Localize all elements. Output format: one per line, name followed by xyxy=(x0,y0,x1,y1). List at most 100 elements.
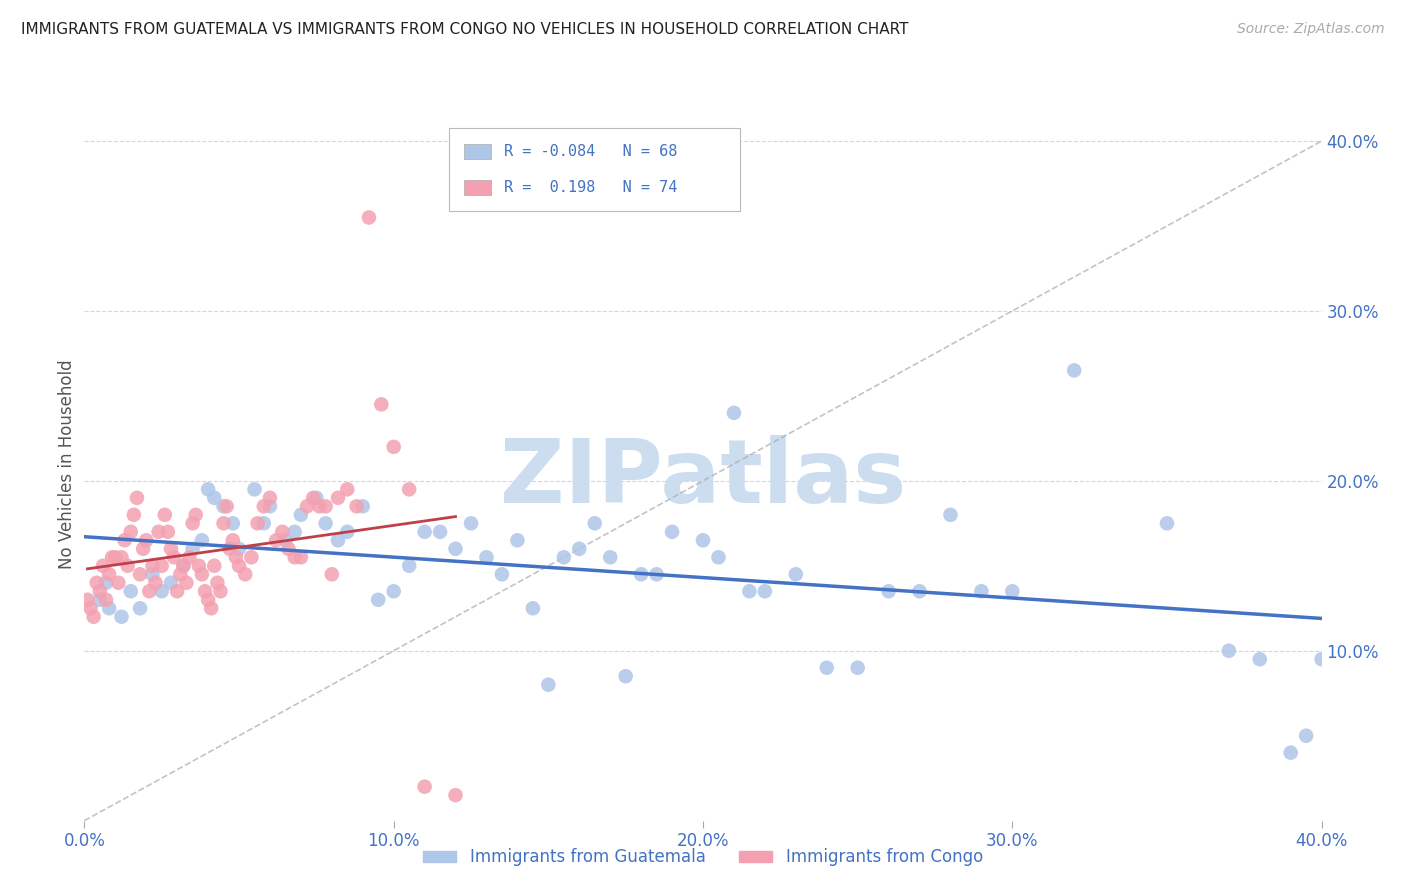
Point xyxy=(240,550,263,565)
Point xyxy=(184,508,207,522)
Point xyxy=(846,661,869,675)
Point xyxy=(413,780,436,794)
Point xyxy=(692,533,714,548)
Point xyxy=(1310,652,1333,666)
Point xyxy=(110,550,132,565)
Point xyxy=(86,575,108,590)
Point xyxy=(181,516,204,531)
Point xyxy=(553,550,575,565)
Point xyxy=(315,516,337,531)
Point xyxy=(475,550,498,565)
Point xyxy=(583,516,606,531)
Point xyxy=(153,508,176,522)
Point xyxy=(346,500,368,514)
Point xyxy=(367,592,389,607)
Point xyxy=(172,558,194,573)
Point xyxy=(228,541,250,556)
FancyBboxPatch shape xyxy=(450,128,740,211)
Point xyxy=(160,541,183,556)
Point xyxy=(104,550,127,565)
Point xyxy=(253,516,276,531)
Point xyxy=(253,500,276,514)
Text: R = -0.084   N = 68: R = -0.084 N = 68 xyxy=(503,144,678,159)
Point xyxy=(197,483,219,497)
Point xyxy=(444,788,467,802)
Point xyxy=(506,533,529,548)
Point xyxy=(169,567,191,582)
Point xyxy=(138,584,160,599)
Point xyxy=(614,669,637,683)
Point xyxy=(290,508,312,522)
Point xyxy=(135,533,157,548)
Point xyxy=(141,567,163,582)
Point xyxy=(212,516,235,531)
Text: IMMIGRANTS FROM GUATEMALA VS IMMIGRANTS FROM CONGO NO VEHICLES IN HOUSEHOLD CORR: IMMIGRANTS FROM GUATEMALA VS IMMIGRANTS … xyxy=(21,22,908,37)
Point xyxy=(264,533,287,548)
Point xyxy=(194,584,217,599)
Point xyxy=(233,567,256,582)
Point xyxy=(120,524,142,539)
Point xyxy=(132,541,155,556)
Point xyxy=(723,406,745,420)
Point xyxy=(150,584,173,599)
Legend: Immigrants from Guatemala, Immigrants from Congo: Immigrants from Guatemala, Immigrants fr… xyxy=(416,842,990,873)
Point xyxy=(908,584,931,599)
Point xyxy=(429,524,451,539)
Point xyxy=(129,601,152,615)
Point xyxy=(398,483,420,497)
Point xyxy=(218,541,240,556)
Point xyxy=(212,500,235,514)
Point xyxy=(222,533,245,548)
Point xyxy=(202,491,225,505)
Point xyxy=(1063,363,1085,377)
Point xyxy=(537,678,560,692)
Point xyxy=(89,584,111,599)
Point xyxy=(259,491,281,505)
Point xyxy=(661,524,683,539)
Point xyxy=(284,524,307,539)
Point xyxy=(94,575,117,590)
Point xyxy=(568,541,591,556)
Point xyxy=(315,500,337,514)
Point xyxy=(150,558,173,573)
Point xyxy=(491,567,513,582)
Point xyxy=(274,533,297,548)
Point xyxy=(290,550,312,565)
Point xyxy=(970,584,993,599)
Point xyxy=(413,524,436,539)
Point xyxy=(110,609,132,624)
Point xyxy=(207,575,229,590)
Point xyxy=(148,524,170,539)
Point xyxy=(939,508,962,522)
Point xyxy=(191,533,214,548)
Point xyxy=(815,661,838,675)
Point xyxy=(326,533,349,548)
Point xyxy=(94,592,117,607)
Point xyxy=(176,575,198,590)
Point xyxy=(246,516,269,531)
Y-axis label: No Vehicles in Household: No Vehicles in Household xyxy=(58,359,76,569)
Point xyxy=(141,558,163,573)
Point xyxy=(117,558,139,573)
Point xyxy=(179,550,201,565)
Text: R =  0.198   N = 74: R = 0.198 N = 74 xyxy=(503,180,678,195)
Point xyxy=(145,575,167,590)
Point xyxy=(222,516,245,531)
Point xyxy=(172,558,194,573)
Point xyxy=(1279,746,1302,760)
Point xyxy=(599,550,621,565)
Point xyxy=(200,601,222,615)
Point xyxy=(326,491,349,505)
Point xyxy=(156,524,179,539)
Point xyxy=(352,500,374,514)
Point xyxy=(79,601,101,615)
Point xyxy=(444,541,467,556)
Point xyxy=(114,533,136,548)
Point xyxy=(1156,516,1178,531)
Point xyxy=(187,558,209,573)
Point xyxy=(398,558,420,573)
Point xyxy=(1218,644,1240,658)
Point xyxy=(259,500,281,514)
Point xyxy=(202,558,225,573)
Point xyxy=(382,440,405,454)
